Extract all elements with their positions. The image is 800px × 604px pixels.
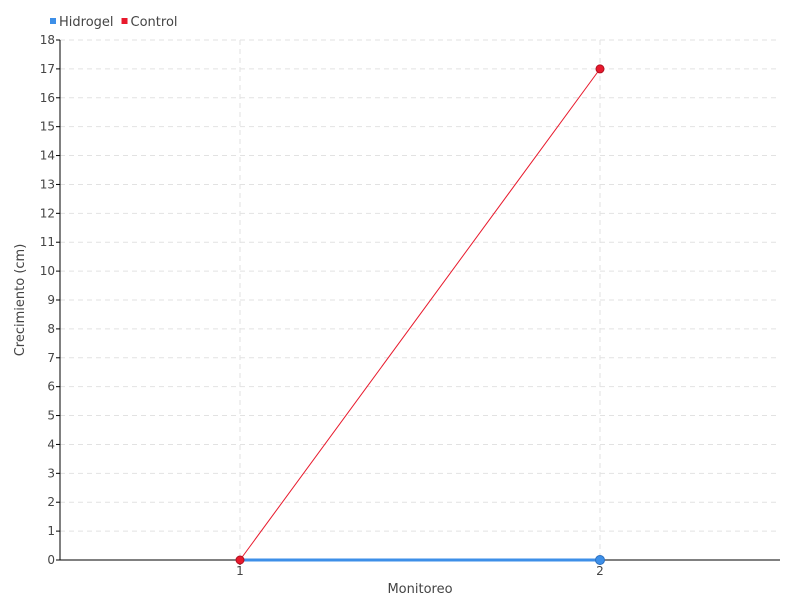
legend-swatch-control: [121, 18, 128, 24]
y-tick-label: 9: [47, 293, 55, 307]
y-tick-label: 15: [40, 120, 55, 134]
y-tick-label: 12: [40, 206, 55, 220]
y-tick-label: 7: [47, 351, 55, 365]
y-tick-label: 0: [47, 553, 55, 567]
y-tick-label: 6: [47, 380, 55, 394]
y-tick-label: 14: [40, 149, 55, 163]
y-tick-label: 5: [47, 409, 55, 423]
y-tick-label: 18: [40, 33, 55, 47]
legend: Hidrogel Control: [50, 15, 178, 30]
x-tick-label: 2: [596, 564, 604, 578]
y-tick-label: 8: [47, 322, 55, 336]
y-tick-label: 1: [47, 524, 55, 538]
data-point-control: [235, 555, 245, 565]
series: [235, 64, 605, 565]
y-tick-label: 13: [40, 177, 55, 191]
x-tick-label: 1: [236, 564, 244, 578]
data-point-control: [595, 64, 605, 74]
data-point-hidrogel: [595, 555, 605, 565]
y-tick-label: 16: [40, 91, 55, 105]
legend-label-control: Control: [131, 15, 178, 30]
x-axis-label: Monitoreo: [387, 582, 452, 597]
y-tick-label: 10: [40, 264, 55, 278]
y-tick-label: 17: [40, 62, 55, 76]
y-axis-label: Crecimiento (cm): [13, 244, 28, 357]
legend-swatch-hidrogel: [50, 18, 56, 24]
legend-label-hidrogel: Hidrogel: [59, 15, 114, 30]
y-tick-label: 2: [47, 495, 55, 509]
series-line-control: [239, 68, 601, 561]
y-tick-label: 4: [47, 437, 55, 451]
y-tick-label: 3: [47, 466, 55, 480]
grid: [60, 39, 780, 560]
y-tick-label: 11: [40, 235, 55, 249]
